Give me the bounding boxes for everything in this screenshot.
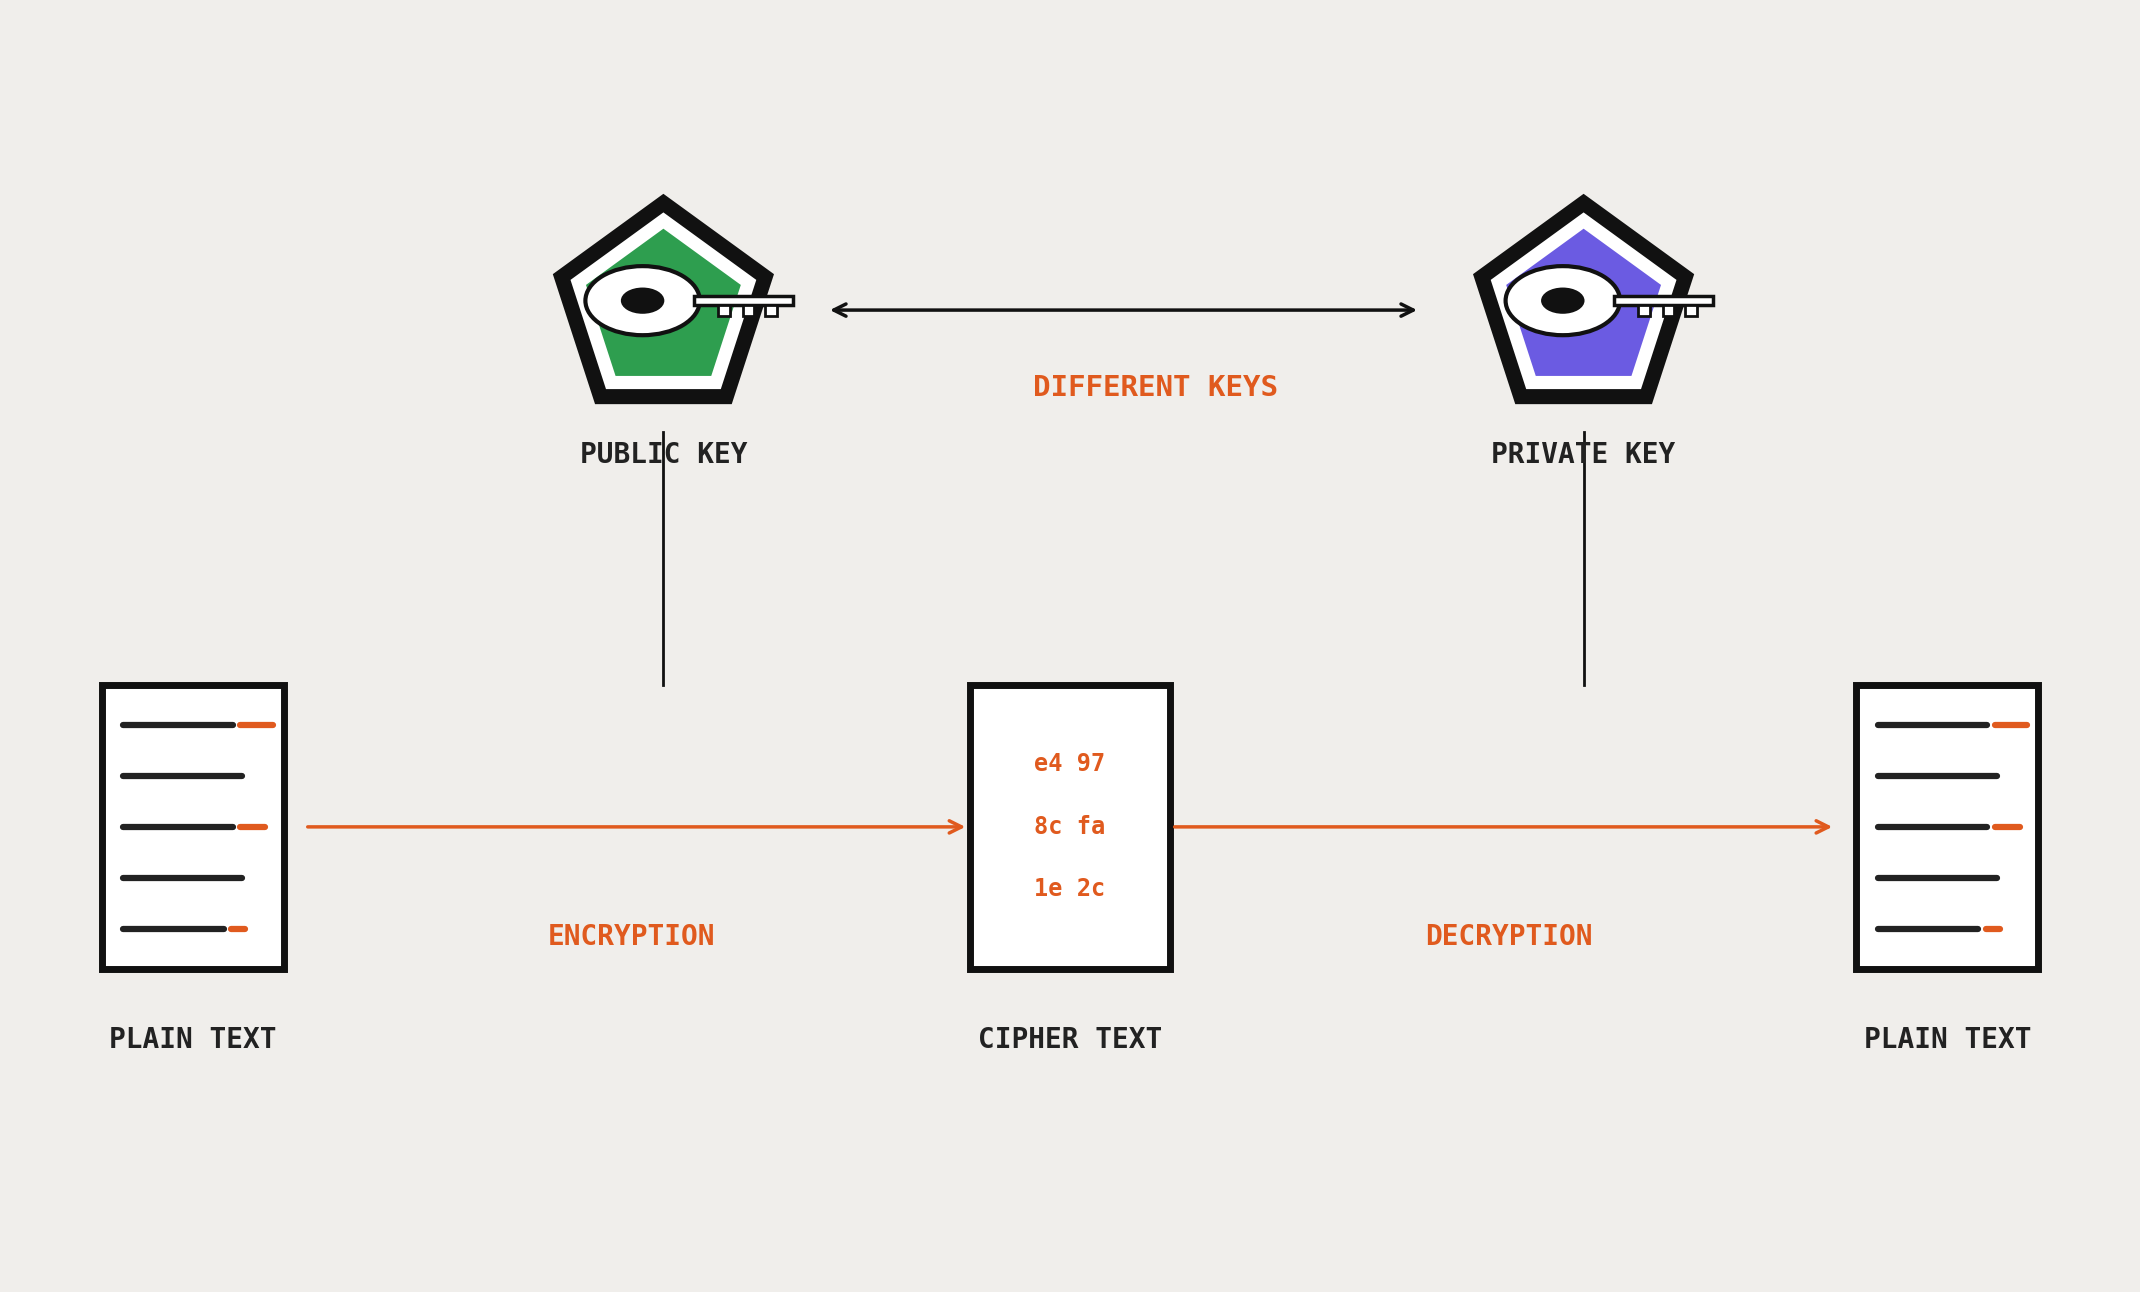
Bar	[1663, 305, 1673, 315]
Point	[1984, 871, 2009, 886]
Point	[253, 819, 278, 835]
Text: 1e 2c: 1e 2c	[1034, 877, 1106, 902]
Point	[1975, 717, 2001, 733]
Point	[111, 871, 137, 886]
Bar	[1686, 305, 1697, 315]
Point	[259, 717, 285, 733]
Point	[1866, 819, 1892, 835]
Polygon shape	[1492, 212, 1676, 389]
Text: DECRYPTION: DECRYPTION	[1425, 922, 1592, 951]
Point	[1984, 767, 2009, 783]
Point	[111, 717, 137, 733]
Point	[210, 921, 235, 937]
Polygon shape	[552, 194, 775, 404]
FancyBboxPatch shape	[103, 685, 282, 969]
Point	[220, 819, 246, 835]
FancyBboxPatch shape	[1858, 685, 2039, 969]
Circle shape	[621, 288, 663, 314]
Point	[220, 717, 246, 733]
Point	[1965, 921, 1990, 937]
Polygon shape	[1472, 194, 1695, 404]
Point	[227, 717, 253, 733]
FancyBboxPatch shape	[969, 685, 1171, 969]
Point	[111, 819, 137, 835]
Point	[1982, 717, 2007, 733]
Bar	[693, 296, 794, 305]
Bar	[766, 305, 777, 315]
Point	[1866, 871, 1892, 886]
Bar	[1614, 296, 1714, 305]
Point	[2014, 717, 2039, 733]
Polygon shape	[571, 212, 755, 389]
Point	[111, 767, 137, 783]
Polygon shape	[1507, 229, 1661, 376]
Point	[1866, 717, 1892, 733]
Text: 8c fa: 8c fa	[1034, 815, 1106, 839]
Bar	[717, 305, 730, 315]
Text: DIFFERENT KEYS: DIFFERENT KEYS	[1034, 373, 1278, 402]
Point	[1866, 921, 1892, 937]
Point	[1988, 921, 2014, 937]
Text: PRIVATE KEY: PRIVATE KEY	[1492, 442, 1676, 469]
Text: PUBLIC KEY: PUBLIC KEY	[580, 442, 747, 469]
Bar	[1637, 305, 1650, 315]
Point	[1973, 921, 1999, 937]
Point	[1982, 819, 2007, 835]
Text: ENCRYPTION: ENCRYPTION	[548, 922, 715, 951]
Point	[218, 921, 244, 937]
Point	[1866, 767, 1892, 783]
Circle shape	[1541, 288, 1584, 314]
Text: PLAIN TEXT: PLAIN TEXT	[109, 1026, 276, 1054]
Point	[111, 921, 137, 937]
Text: e4 97: e4 97	[1034, 752, 1106, 776]
Text: PLAIN TEXT: PLAIN TEXT	[1864, 1026, 2031, 1054]
Polygon shape	[586, 229, 740, 376]
Circle shape	[586, 266, 700, 335]
Point	[2007, 819, 2033, 835]
Circle shape	[1507, 266, 1620, 335]
Text: CIPHER TEXT: CIPHER TEXT	[978, 1026, 1162, 1054]
Point	[227, 819, 253, 835]
Point	[229, 871, 255, 886]
Point	[229, 767, 255, 783]
Point	[233, 921, 259, 937]
Bar	[743, 305, 753, 315]
Point	[1975, 819, 2001, 835]
